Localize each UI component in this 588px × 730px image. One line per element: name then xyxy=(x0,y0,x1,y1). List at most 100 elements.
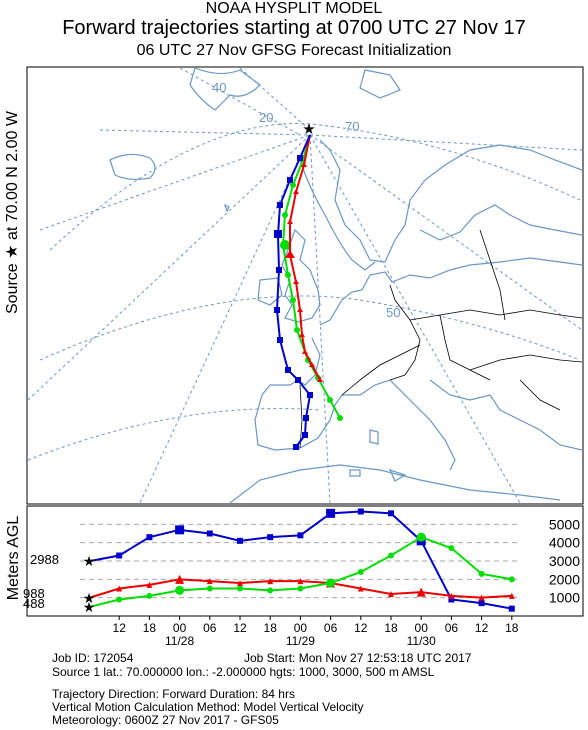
x-tick-label-5: 18 xyxy=(264,621,278,635)
national-borders xyxy=(299,229,582,449)
point-488-5 xyxy=(237,585,243,592)
page-subtitle: 06 UTC 27 Nov GFSG Forecast Initializati… xyxy=(136,42,452,59)
right-tick-4000: 4000 xyxy=(549,535,580,551)
point-488-9 xyxy=(357,569,364,575)
uk-coast xyxy=(281,228,321,323)
point-488-6 xyxy=(267,587,274,594)
point-488-1 xyxy=(116,596,123,603)
point-488-3 xyxy=(175,585,185,595)
point-988-6 xyxy=(267,578,274,585)
iceland-coast xyxy=(109,153,156,181)
point-488-11 xyxy=(416,532,426,542)
trajectory-2988-markers xyxy=(274,155,313,450)
x-tick-label-12: 12 xyxy=(475,621,489,635)
graticule-label-70: 70 xyxy=(345,119,359,134)
date-label-2: 11/30 xyxy=(407,634,436,648)
point-988-3 xyxy=(175,574,185,584)
footer-vertical-method: Vertical Motion Calculation Method: Mode… xyxy=(52,700,364,714)
vertical-right-ticks: 5000 4000 3000 2000 1000 xyxy=(549,516,580,605)
footer-direction: Trajectory Direction: Forward Duration: … xyxy=(52,687,295,701)
point-2988-4 xyxy=(206,530,213,537)
point-988-1 xyxy=(116,585,123,592)
footer-job-id: Job ID: 172054 xyxy=(52,651,134,665)
right-tick-1000: 1000 xyxy=(549,590,580,606)
footer-meteorology: Meteorology: 0600Z 27 Nov 2017 - GFS05 xyxy=(52,713,279,727)
point-488-14 xyxy=(508,576,515,583)
scandinavia-coast xyxy=(299,139,582,271)
point-988-9 xyxy=(357,585,364,592)
x-tick-label-8: 12 xyxy=(354,621,368,635)
x-tick-label-11: 06 xyxy=(445,621,459,635)
point-2988-14 xyxy=(508,605,515,612)
trajectory-2988-blue xyxy=(274,134,313,450)
point-988-10 xyxy=(388,591,394,597)
graticule-label-20: 20 xyxy=(259,110,273,125)
point-988-7 xyxy=(297,578,304,585)
point-988-11 xyxy=(416,587,426,597)
x-tick-label-2: 00 xyxy=(173,621,187,635)
point-488-13 xyxy=(478,570,485,577)
trajectory-988-markers xyxy=(285,162,323,382)
point-488-10 xyxy=(388,552,394,559)
right-tick-5000: 5000 xyxy=(549,516,580,532)
start-height-488: 488 xyxy=(23,596,45,611)
vertical-series: ★★★ xyxy=(83,508,515,615)
start-star-988: ★ xyxy=(83,590,96,606)
x-tick-label-9: 18 xyxy=(384,621,398,635)
date-label-1: 11/29 xyxy=(286,634,315,648)
x-tick-label-4: 12 xyxy=(233,621,247,635)
trajectory-988-red xyxy=(285,134,323,382)
start-star-488: ★ xyxy=(83,599,96,615)
right-tick-3000: 3000 xyxy=(549,553,580,569)
footer-job-start: Job Start: Mon Nov 27 12:53:18 UTC 2017 xyxy=(244,651,472,665)
point-2988-10 xyxy=(388,510,394,517)
point-2988-2 xyxy=(146,534,153,541)
footer-source: Source 1 lat.: 70.000000 lon.: -2.000000… xyxy=(52,665,435,679)
right-tick-2000: 2000 xyxy=(549,571,580,587)
date-label-0: 11/28 xyxy=(165,634,194,648)
point-2988-3 xyxy=(175,525,185,535)
point-488-12 xyxy=(448,545,455,552)
greenland-coast xyxy=(189,68,261,111)
point-2988-6 xyxy=(267,534,274,541)
coastlines xyxy=(109,68,582,503)
point-488-4 xyxy=(206,585,213,592)
x-tick-label-10: 00 xyxy=(415,621,429,635)
ireland-coast xyxy=(257,277,283,306)
point-2988-13 xyxy=(478,600,485,607)
source-star-icon: ★ xyxy=(302,121,315,138)
map-panel: 40 20 70 50 xyxy=(26,66,584,505)
point-2988-9 xyxy=(357,508,364,515)
x-tick-label-3: 06 xyxy=(203,621,217,635)
mediterranean-islands xyxy=(349,429,407,482)
x-tick-label-7: 06 xyxy=(324,621,338,635)
start-star-2988: ★ xyxy=(83,553,96,569)
x-tick-label-13: 18 xyxy=(505,621,519,635)
graticule-label-40: 40 xyxy=(212,80,226,95)
point-988-12 xyxy=(448,592,455,599)
point-988-5 xyxy=(237,580,243,586)
africa-coast xyxy=(229,464,561,503)
x-tick-label-1: 18 xyxy=(143,621,157,635)
faroes xyxy=(223,203,230,213)
point-988-14 xyxy=(508,592,515,599)
point-488-8 xyxy=(326,578,336,588)
point-488-2 xyxy=(146,592,153,599)
x-tick-label-6: 00 xyxy=(294,621,308,635)
model-name: NOAA HYSPLIT MODEL xyxy=(205,0,383,17)
page-title: Forward trajectories starting at 0700 UT… xyxy=(62,17,526,39)
point-2988-12 xyxy=(448,596,455,603)
graticule-label-50: 50 xyxy=(386,305,400,320)
time-axis: 12 18 00 06 12 18 00 06 12 18 00 06 12 18 11/28 11/29 11… xyxy=(113,616,519,648)
point-988-2 xyxy=(146,581,153,588)
point-988-4 xyxy=(206,578,213,585)
point-2988-8 xyxy=(326,508,336,518)
trajectory-488-markers xyxy=(280,157,343,421)
point-2988-5 xyxy=(237,537,243,544)
point-2988-1 xyxy=(116,552,123,559)
point-488-7 xyxy=(297,585,304,592)
point-2988-7 xyxy=(297,532,304,539)
point-988-13 xyxy=(478,594,485,601)
